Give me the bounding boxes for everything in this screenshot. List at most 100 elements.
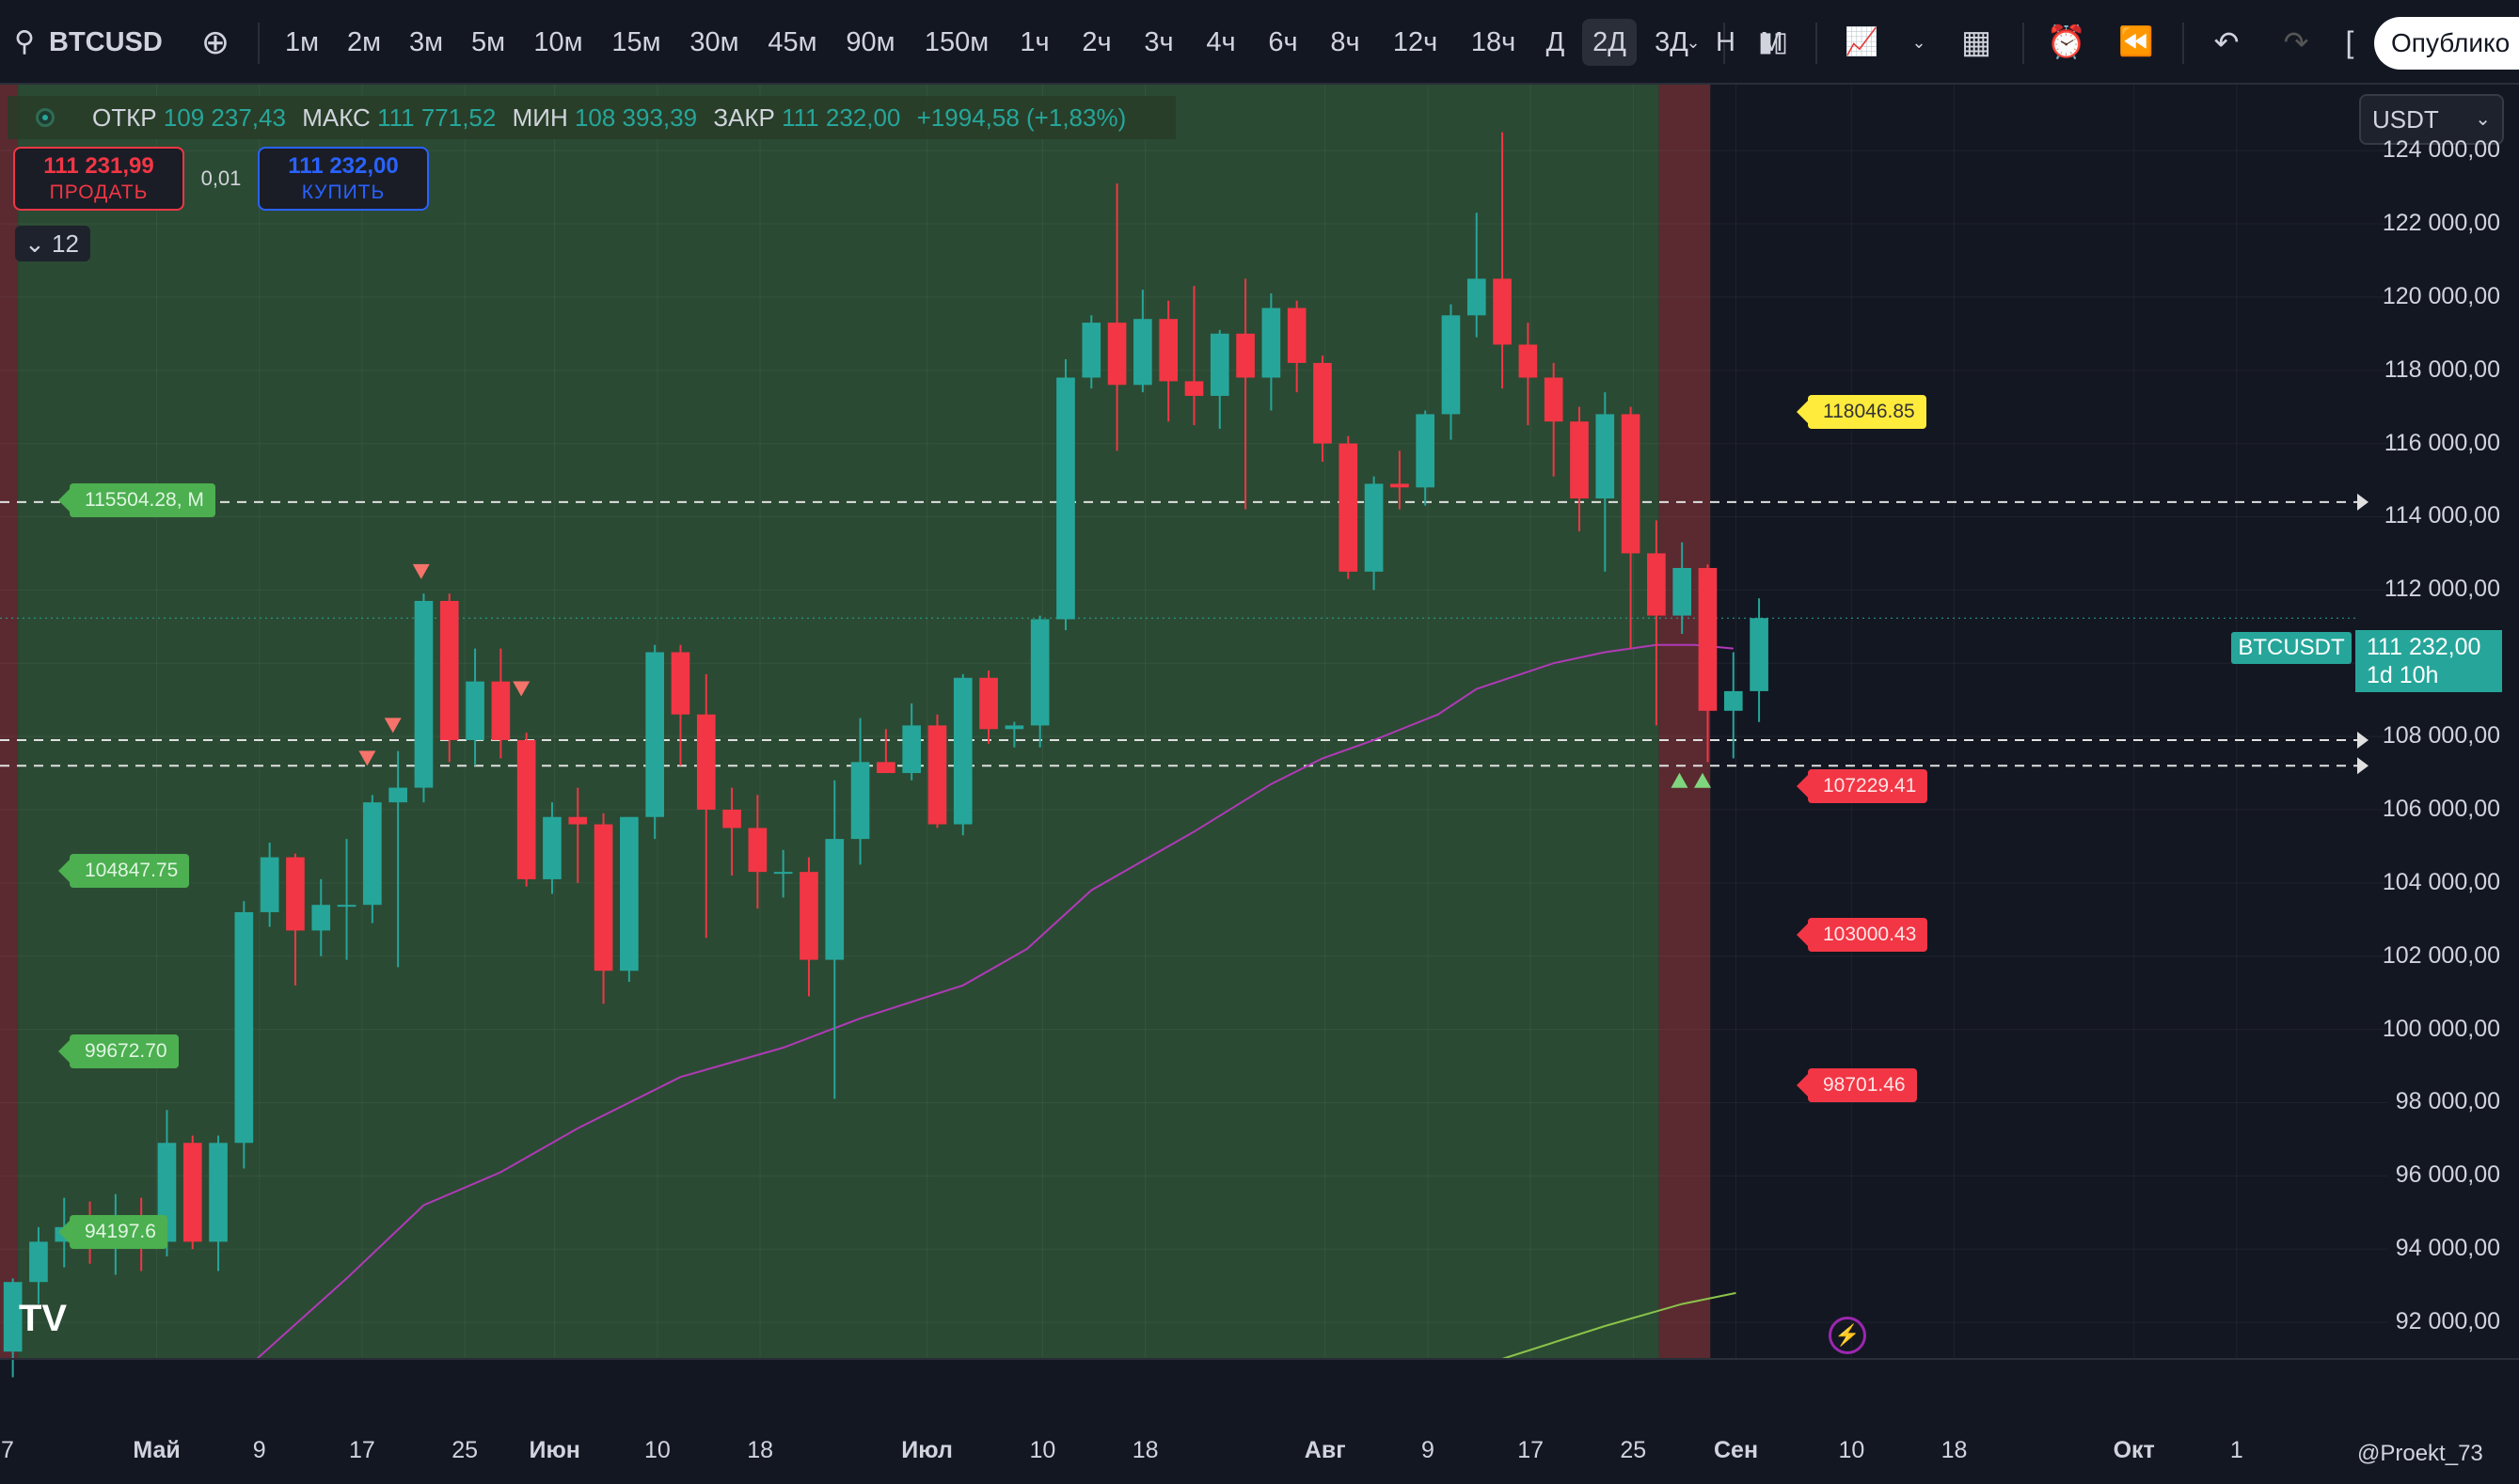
timeframe-7[interactable]: 45м	[768, 27, 817, 57]
level-tag-right: 118046.85	[1797, 395, 1926, 429]
candle-body	[825, 839, 845, 960]
sell-button[interactable]: 111 231,99 ПРОДАТЬ	[13, 147, 184, 211]
timeframe-2[interactable]: 3м	[408, 27, 444, 57]
candle-body	[568, 816, 588, 825]
low-value: 108 393,39	[574, 103, 698, 132]
time-tick-label: 10	[643, 1437, 671, 1463]
candle-body	[773, 872, 793, 875]
timeframe-0[interactable]: 1м	[284, 27, 320, 57]
timeframe-16[interactable]: 12ч	[1392, 27, 1438, 57]
timeframe-14[interactable]: 6ч	[1268, 27, 1298, 57]
undo-icon[interactable]: ↶	[2213, 25, 2240, 59]
signal-down-triangle-icon	[384, 718, 402, 734]
current-price-value: 111 232,00	[2367, 634, 2481, 660]
candle-body	[1210, 333, 1229, 396]
timeframe-11[interactable]: 2ч	[1082, 27, 1112, 57]
fullscreen-icon[interactable]: [	[2345, 25, 2354, 59]
candle-body	[439, 601, 459, 740]
level-arrow-icon	[2357, 757, 2368, 775]
timeframe-6[interactable]: 30м	[689, 27, 739, 57]
candle-body	[29, 1241, 48, 1283]
price-tick-label: 96 000,00	[2395, 1161, 2500, 1189]
candle-body	[1030, 619, 1050, 726]
candle-body	[388, 787, 407, 803]
time-tick-label: Окт	[2113, 1437, 2155, 1463]
layout-grid-icon[interactable]: ▦	[1960, 24, 1992, 60]
timeframe-10[interactable]: 1ч	[1020, 27, 1050, 57]
price-tick-label: 122 000,00	[2382, 209, 2500, 236]
candles-style-icon[interactable]: ▮▯	[1758, 27, 1788, 57]
search-icon[interactable]: ⚲	[14, 26, 35, 57]
add-symbol-icon[interactable]: ⊕	[200, 23, 230, 61]
candle-body	[1416, 414, 1435, 488]
timeframe-13[interactable]: 4ч	[1206, 27, 1236, 57]
indicators-collapse-button[interactable]: ⌄ 12	[15, 226, 90, 261]
price-tick-label: 98 000,00	[2395, 1088, 2500, 1115]
timeframe-5[interactable]: 15м	[611, 27, 661, 57]
time-tick-label: 18	[1941, 1437, 1968, 1463]
time-tick-label: Авг	[1304, 1437, 1346, 1463]
high-value: 111 771,52	[377, 103, 497, 132]
chart-area[interactable]	[0, 85, 2519, 1484]
price-tick-label: 104 000,00	[2382, 868, 2500, 895]
timeframe-8[interactable]: 90м	[846, 27, 895, 57]
zone-green	[18, 85, 1659, 1359]
timeframe-18[interactable]: Д	[1545, 27, 1565, 57]
redo-icon[interactable]: ↷	[2283, 25, 2309, 59]
timeframe-20[interactable]: 3Д	[1655, 27, 1688, 57]
candle-body	[1236, 333, 1255, 378]
indicators-chevron-icon[interactable]: ⌄	[1911, 33, 1926, 52]
time-tick-label: Май	[133, 1437, 181, 1463]
price-tick-label: 94 000,00	[2395, 1235, 2500, 1262]
sell-price: 111 231,99	[43, 153, 154, 179]
candle-body	[1466, 278, 1486, 316]
candle-body	[1159, 319, 1179, 382]
time-tick-label: 10	[1029, 1437, 1056, 1463]
candle-body	[1570, 421, 1589, 498]
candle-body	[850, 762, 870, 840]
buy-button[interactable]: 111 232,00 КУПИТЬ	[258, 147, 429, 211]
time-tick-label: Июл	[901, 1437, 953, 1463]
price-tick-label: 114 000,00	[2384, 502, 2500, 529]
candle-body	[1518, 344, 1538, 378]
replay-icon[interactable]: ⏪	[2118, 26, 2154, 57]
timeframe-9[interactable]: 150м	[924, 27, 990, 57]
long-moving-average-line	[1501, 1291, 1736, 1360]
price-tick-label: 102 000,00	[2382, 941, 2500, 969]
timeframe-1[interactable]: 2м	[346, 27, 382, 57]
timeframe-3[interactable]: 5м	[470, 27, 506, 57]
visibility-eye-icon[interactable]	[36, 108, 55, 127]
candle-body	[1082, 323, 1101, 378]
timeframe-21[interactable]: Н	[1716, 27, 1735, 57]
timeframe-17[interactable]: 18ч	[1470, 27, 1516, 57]
timeframe-22[interactable]: М	[1760, 27, 1783, 57]
level-arrow-icon	[2357, 731, 2368, 749]
candle-body	[722, 809, 741, 829]
candle-body	[1595, 414, 1615, 498]
price-tick-label: 120 000,00	[2382, 282, 2500, 309]
alert-clock-icon[interactable]: ⏰	[2046, 24, 2087, 60]
candle-body	[1313, 362, 1332, 444]
candle-body	[748, 828, 768, 873]
candle-body	[877, 762, 895, 774]
tradingview-logo[interactable]: TV	[19, 1298, 68, 1339]
candle-body	[234, 911, 254, 1144]
timeframe-15[interactable]: 8ч	[1330, 27, 1360, 57]
price-tick-label: 112 000,00	[2384, 576, 2500, 603]
currency-select[interactable]: USDT ⌄	[2359, 94, 2504, 145]
signal-down-triangle-icon	[513, 681, 531, 697]
timeframe-4[interactable]: 10м	[533, 27, 583, 57]
timeframe-more-chevron-icon[interactable]: ⌄	[1686, 33, 1701, 52]
candle-body	[1287, 308, 1307, 363]
signal-down-triangle-icon	[412, 563, 430, 579]
publish-button[interactable]: Опублико	[2374, 17, 2519, 70]
symbol-selector[interactable]: BTCUSD	[49, 27, 163, 57]
candlestick-chart[interactable]	[0, 85, 2519, 1484]
signal-up-triangle-icon	[1694, 772, 1712, 788]
indicators-icon[interactable]: 📈	[1844, 27, 1879, 57]
timeframe-19[interactable]: 2Д	[1582, 19, 1637, 66]
spread-value: 0,01	[200, 166, 242, 190]
candle-body	[337, 905, 356, 908]
timeframe-12[interactable]: 3ч	[1144, 27, 1174, 57]
lightning-icon[interactable]: ⚡	[1829, 1317, 1866, 1354]
